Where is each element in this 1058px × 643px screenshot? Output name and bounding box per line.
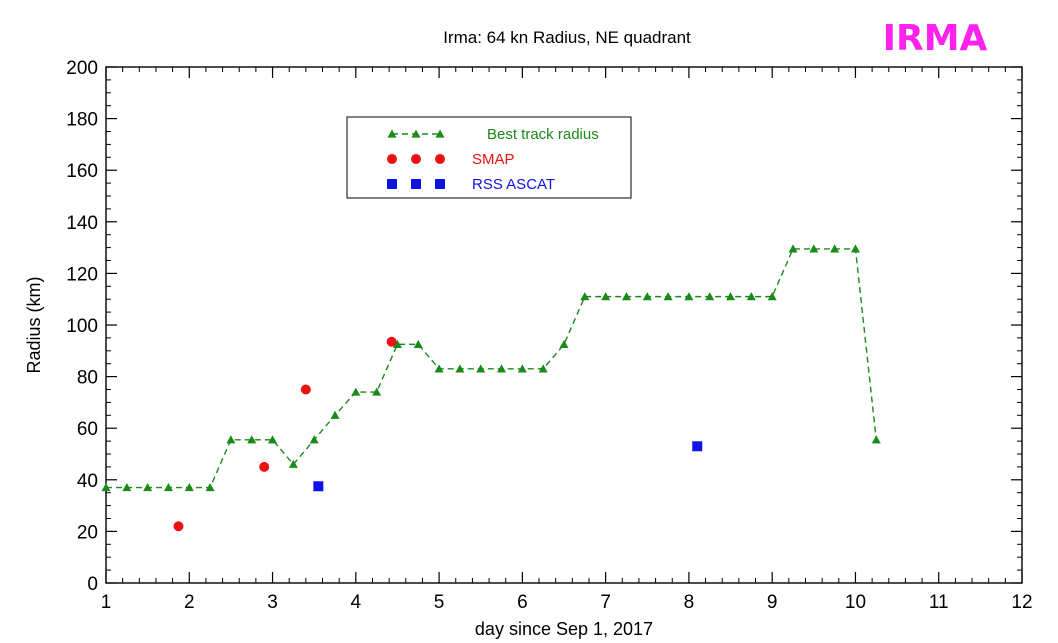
legend-symbol	[387, 154, 397, 164]
best-track-point	[351, 387, 361, 396]
axis-ticks	[105, 66, 1023, 584]
legend-label: RSS ASCAT	[472, 176, 555, 193]
y-tick-label: 160	[66, 161, 98, 182]
best-track-line	[106, 248, 877, 489]
series-2	[313, 441, 703, 492]
series-0	[101, 244, 881, 492]
best-track-point	[330, 410, 340, 419]
best-track-point	[101, 483, 111, 492]
y-tick-label: 100	[66, 316, 98, 337]
best-track-point	[767, 292, 777, 301]
smap-point	[300, 384, 311, 395]
x-axis-label: day since Sep 1, 2017	[475, 619, 653, 639]
best-track-point	[268, 435, 278, 444]
y-tick-label: 0	[87, 574, 98, 595]
best-track-point	[517, 364, 527, 373]
best-track-point	[705, 292, 715, 301]
legend-symbol	[387, 129, 397, 138]
best-track-point	[746, 292, 756, 301]
y-tick-label: 60	[77, 419, 98, 440]
series-layer	[101, 244, 881, 532]
axis-tick-labels: 1 2 3 4 5 6 7 8 9 10 11 120204060801001201401601802…	[66, 58, 1032, 613]
x-tick-label: 3	[267, 592, 278, 613]
best-track-point	[850, 244, 860, 253]
legend: Best track radius SMAP RSS ASCAT	[346, 116, 632, 199]
x-tick-label: 8	[684, 592, 695, 613]
best-track-point	[247, 435, 257, 444]
x-tick-label: 10	[845, 592, 866, 613]
irma-badge: IRMA	[883, 18, 988, 59]
legend-symbol	[435, 179, 445, 189]
ascat-point	[692, 441, 703, 452]
best-track-point	[538, 364, 548, 373]
best-track-point	[601, 292, 611, 301]
best-track-point	[809, 244, 819, 253]
best-track-point	[830, 244, 840, 253]
best-track-point	[184, 483, 194, 492]
legend-symbol	[411, 129, 421, 138]
best-track-point	[642, 292, 652, 301]
best-track-point	[226, 435, 236, 444]
best-track-point	[476, 364, 486, 373]
x-tick-label: 7	[600, 592, 611, 613]
y-tick-label: 80	[77, 368, 98, 389]
best-track-point	[497, 364, 507, 373]
y-axis-label: Radius (km)	[24, 276, 44, 373]
x-tick-label: 5	[434, 592, 445, 613]
best-track-point	[621, 292, 631, 301]
x-tick-label: 6	[517, 592, 528, 613]
best-track-point	[288, 459, 298, 468]
legend-label: SMAP	[472, 151, 515, 168]
best-track-point	[309, 435, 319, 444]
best-track-point	[684, 292, 694, 301]
best-track-point	[871, 435, 881, 444]
y-tick-label: 20	[77, 522, 98, 543]
x-tick-label: 1	[101, 592, 112, 613]
y-tick-label: 180	[66, 110, 98, 131]
legend-label: Best track radius	[487, 126, 599, 143]
best-track-point	[726, 292, 736, 301]
best-track-point	[413, 339, 423, 348]
best-track-point	[663, 292, 673, 301]
best-track-point	[122, 483, 132, 492]
legend-symbol	[411, 154, 421, 164]
ascat-point	[313, 481, 324, 492]
best-track-point	[788, 244, 798, 253]
smap-point	[173, 521, 184, 532]
best-track-point	[143, 483, 153, 492]
x-tick-label: 11	[929, 592, 949, 613]
smap-point	[386, 336, 397, 347]
x-tick-label: 2	[184, 592, 195, 613]
x-tick-label: 12	[1011, 592, 1032, 613]
y-tick-label: 40	[77, 471, 98, 492]
series-1	[173, 336, 397, 532]
legend-symbol	[435, 129, 445, 138]
smap-point	[259, 461, 270, 472]
best-track-point	[455, 364, 465, 373]
legend-symbol	[387, 179, 397, 189]
y-tick-label: 120	[66, 264, 98, 285]
x-tick-label: 9	[767, 592, 778, 613]
legend-symbol	[411, 179, 421, 189]
best-track-point	[559, 339, 569, 348]
legend-symbol	[435, 154, 445, 164]
best-track-point	[580, 292, 590, 301]
legend-items: Best track radius SMAP RSS ASCAT	[387, 126, 599, 193]
y-tick-label: 140	[66, 213, 98, 234]
best-track-point	[163, 483, 173, 492]
best-track-point	[392, 339, 402, 348]
x-tick-label: 4	[351, 592, 362, 613]
y-tick-label: 200	[66, 58, 98, 79]
best-track-point	[205, 483, 215, 492]
best-track-point	[434, 364, 444, 373]
best-track-point	[372, 387, 382, 396]
chart-title: Irma: 64 kn Radius, NE quadrant	[443, 28, 691, 47]
